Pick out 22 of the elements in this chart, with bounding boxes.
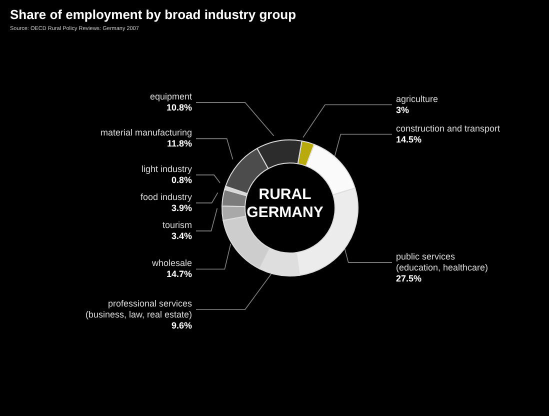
data-label: 14.5% bbox=[396, 134, 422, 144]
slice-label: tourism bbox=[162, 220, 192, 230]
slice-label: professional services (business, law, real estate) bbox=[85, 298, 192, 320]
slice-label: material manufacturing bbox=[100, 128, 192, 138]
data-label: 14.7% bbox=[166, 269, 192, 280]
data-label: 3.4% bbox=[171, 230, 192, 241]
slice-label: equipment bbox=[150, 91, 192, 102]
data-label: 10.8% bbox=[166, 102, 192, 112]
text: RURAL GERMANY bbox=[246, 186, 324, 221]
slice-label: light industry bbox=[141, 164, 192, 174]
data-label: 27.5% bbox=[396, 273, 422, 284]
chart-title: Share of employment by broad industry group bbox=[10, 7, 296, 22]
data-label: 3.9% bbox=[171, 202, 192, 213]
data-label: 0.8% bbox=[171, 174, 192, 185]
slice-label: construction and transport bbox=[396, 123, 501, 134]
data-label: 11.8% bbox=[166, 138, 192, 149]
slice-label: public services (education, healthcare) bbox=[396, 251, 488, 272]
data-label: 9.6% bbox=[171, 320, 192, 331]
slice-label: food industry bbox=[140, 192, 192, 202]
slice-label: agriculture bbox=[396, 94, 438, 104]
data-label: 3% bbox=[396, 104, 410, 115]
slice-label: wholesale bbox=[150, 258, 192, 268]
